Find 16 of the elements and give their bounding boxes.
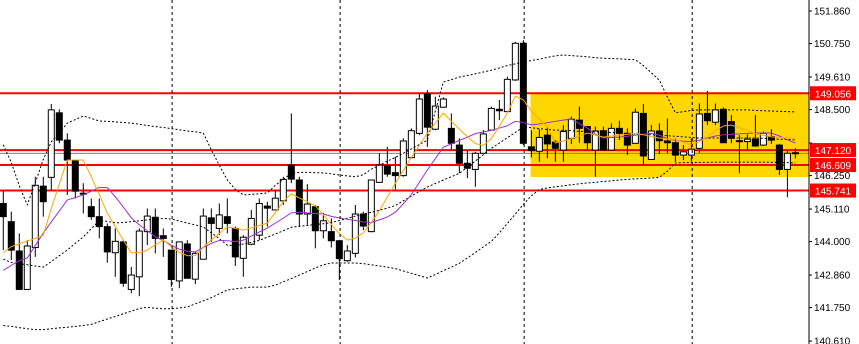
y-tick-label: 149.610 bbox=[814, 72, 851, 84]
ref-line-label: 145.741 bbox=[814, 186, 852, 198]
y-tick-label: 151.860 bbox=[814, 6, 851, 18]
y-tick-label: 150.750 bbox=[814, 39, 851, 50]
y-tick-label: 142.860 bbox=[814, 270, 851, 282]
y-tick-label: 144.000 bbox=[814, 237, 851, 248]
y-tick-label: 146.250 bbox=[814, 171, 851, 182]
ref-line-label: 149.056 bbox=[814, 89, 852, 100]
ref-line-label: 146.609 bbox=[814, 161, 852, 172]
y-tick-label: 141.750 bbox=[814, 303, 851, 314]
ref-line-label: 147.120 bbox=[814, 146, 852, 158]
candlestick bbox=[448, 112, 455, 151]
y-tick-label: 148.500 bbox=[814, 105, 851, 116]
line-series bbox=[2, 96, 796, 256]
candlestick bbox=[0, 189, 7, 251]
y-tick-label: 145.110 bbox=[814, 204, 850, 216]
